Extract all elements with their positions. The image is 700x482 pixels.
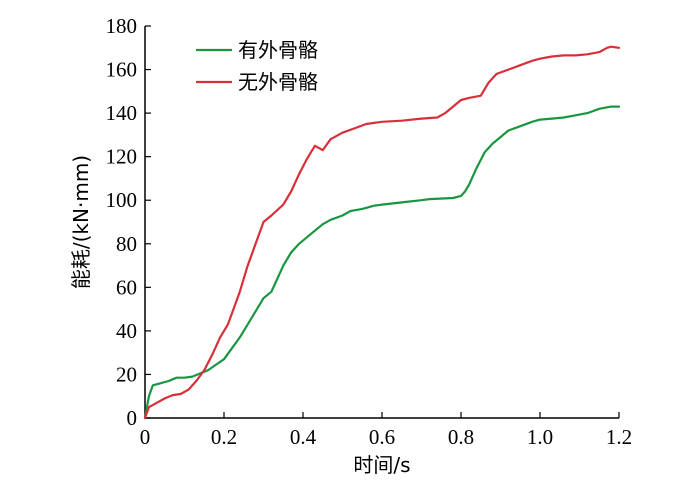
x-tick-label: 1.2	[606, 425, 632, 449]
y-tick-label: 80	[116, 232, 137, 256]
y-tick-label: 180	[106, 14, 138, 38]
x-tick-label: 0.4	[290, 425, 317, 449]
y-tick-label: 60	[116, 275, 137, 299]
y-axis-title: 能耗/(kN·mm)	[69, 155, 93, 289]
series-line-2	[143, 45, 621, 420]
series-layer	[143, 45, 621, 420]
x-tick-label: 1.0	[527, 425, 553, 449]
axes: 0 0.2 0.4 0.6 0.8 1.0 1.2 0 20 40 60 80 100 120 140 160…	[106, 14, 633, 449]
y-tick-label: 120	[106, 145, 138, 169]
y-tick-label: 40	[116, 319, 137, 343]
x-tick-label: 0.6	[369, 425, 395, 449]
series-line-1	[143, 105, 621, 420]
x-tick-label: 0	[140, 425, 151, 449]
legend-label-2: 无外骨骼	[238, 70, 318, 94]
y-tick-label: 20	[116, 362, 137, 386]
y-tick-label: 0	[127, 406, 138, 430]
y-tick-label: 160	[106, 58, 138, 82]
y-tick-label: 100	[106, 188, 138, 212]
x-axis-title: 时间/s	[353, 453, 410, 477]
legend-label-1: 有外骨骼	[238, 38, 318, 62]
x-tick-label: 0.8	[448, 425, 474, 449]
x-tick-label: 0.2	[211, 425, 237, 449]
y-tick-label: 140	[106, 101, 138, 125]
